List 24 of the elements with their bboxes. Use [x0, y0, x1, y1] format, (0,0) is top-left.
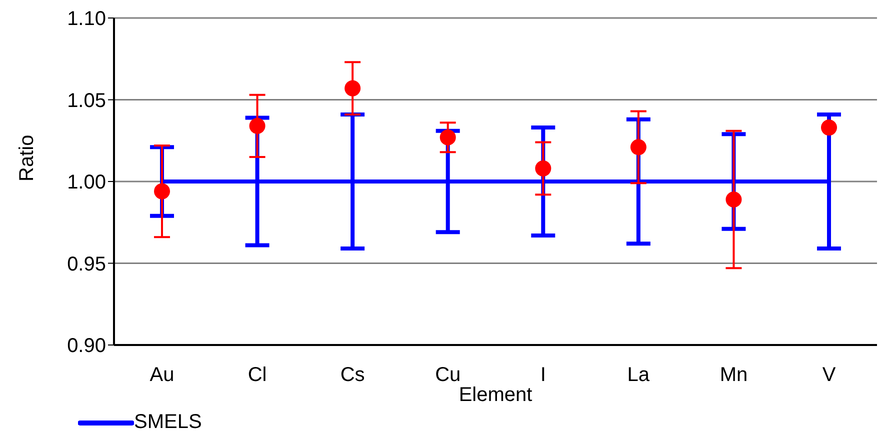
- point: [344, 80, 361, 96]
- point: [535, 160, 552, 176]
- point: [821, 120, 837, 136]
- legend-label: SMELS: [134, 411, 202, 434]
- y-tick-label: 0.95: [67, 253, 106, 276]
- x-tick-label: La: [627, 364, 650, 386]
- x-tick-label: I: [540, 364, 546, 386]
- y-axis-title: Ratio: [16, 134, 38, 182]
- x-tick-label: V: [822, 364, 836, 386]
- x-tick-label: Au: [150, 364, 174, 386]
- y-tick-label: 0.90: [67, 335, 106, 358]
- y-tick-label: 1.00: [67, 172, 106, 194]
- x-tick-label: Cs: [340, 364, 365, 386]
- x-axis-title: Element: [458, 384, 533, 406]
- point: [249, 118, 266, 134]
- x-tick-label: Cu: [435, 364, 461, 386]
- point: [726, 191, 742, 208]
- point: [154, 183, 170, 200]
- y-tick-label: 1.10: [67, 8, 106, 30]
- point: [630, 139, 646, 156]
- y-tick-label: 1.05: [67, 90, 106, 112]
- x-tick-label: Mn: [720, 364, 748, 386]
- point: [440, 129, 456, 146]
- x-tick-label: Cl: [248, 364, 267, 386]
